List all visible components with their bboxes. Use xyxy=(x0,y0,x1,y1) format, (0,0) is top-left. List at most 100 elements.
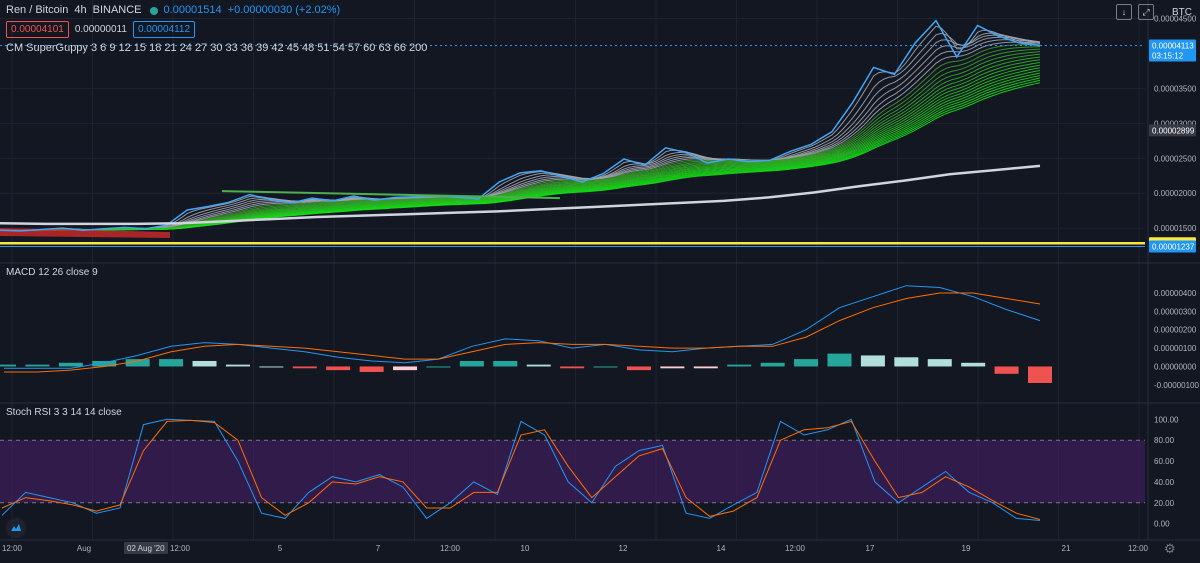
macd-histogram-bar xyxy=(994,366,1019,374)
guppy-ema-line xyxy=(0,72,1041,231)
guppy-ema-line xyxy=(0,64,1041,231)
time-tick-label: 12:00 xyxy=(440,544,461,553)
macd-histogram-bar xyxy=(159,359,184,367)
macd-histogram-bar xyxy=(860,355,885,367)
stoch-tick-label: 100.00 xyxy=(1154,415,1179,424)
macd-histogram-bar xyxy=(727,364,752,367)
stoch-tick-label: 40.00 xyxy=(1154,478,1175,487)
time-tick-label: 5 xyxy=(278,544,283,553)
macd-tick-label: 0.00000100 xyxy=(1154,344,1197,353)
macd-histogram-bar xyxy=(827,353,852,367)
macd-histogram-bar xyxy=(292,366,317,369)
guppy-ema-line xyxy=(0,82,1041,231)
market-status-icon xyxy=(149,6,158,15)
exchange: BINANCE xyxy=(92,4,142,16)
macd-histogram-bar xyxy=(326,366,351,371)
macd-histogram-bar xyxy=(593,366,618,368)
chart-legend: Ren / Bitcoin 4h BINANCE 0.00001514 +0.0… xyxy=(6,4,427,59)
settings-gear-icon[interactable]: ⚙ xyxy=(1164,541,1176,556)
macd-histogram-bar xyxy=(58,362,83,367)
tradingview-logo-icon[interactable] xyxy=(6,518,26,538)
interval[interactable]: 4h xyxy=(74,4,87,16)
macd-tick-label: 0.00000400 xyxy=(1154,289,1197,298)
macd-histogram-bar xyxy=(961,362,986,367)
price-line xyxy=(0,19,1041,232)
stoch-tick-label: 0.00 xyxy=(1154,520,1170,529)
price-tick-label: 0.00003000 xyxy=(1154,119,1197,128)
stoch-d-line xyxy=(1,419,1041,520)
macd-tick-label: -0.00000100 xyxy=(1154,381,1199,390)
maximize-icon[interactable]: ⤢ xyxy=(1138,4,1154,20)
time-tick-label: 12:00 xyxy=(2,544,23,553)
stoch-rsi-indicator-label[interactable]: Stoch RSI 3 3 14 14 close xyxy=(6,407,122,418)
macd-histogram-bar xyxy=(626,366,651,371)
price-label-text: 0.00004113 xyxy=(1152,42,1194,51)
price-label-box xyxy=(1149,49,1196,62)
macd-histogram-bar xyxy=(894,357,919,367)
macd-histogram-bar xyxy=(393,366,418,371)
currency-label[interactable]: BTC xyxy=(1172,6,1192,18)
guppy-ema-line xyxy=(0,39,1041,232)
time-tick-label: 12 xyxy=(619,544,628,553)
time-tick-label: 12:00 xyxy=(1128,544,1149,553)
macd-histogram-bar xyxy=(359,366,384,372)
stoch-tick-label: 20.00 xyxy=(1154,499,1175,508)
macd-histogram-bar xyxy=(426,366,451,368)
top-right-controls: ↓ ⤢ BTC xyxy=(1116,4,1192,20)
symbol-row: Ren / Bitcoin 4h BINANCE 0.00001514 +0.0… xyxy=(6,4,427,17)
macd-signal-line xyxy=(4,292,1041,373)
guppy-ema-line xyxy=(0,34,1041,231)
guppy-indicator-label[interactable]: CM SuperGuppy 3 6 9 12 15 18 21 24 27 30… xyxy=(6,42,428,54)
guppy-ema-line xyxy=(0,79,1041,231)
macd-histogram-bar xyxy=(526,364,551,367)
time-tick-label: 02 Aug '20 xyxy=(127,544,165,553)
down-arrow-icon[interactable]: ↓ xyxy=(1116,4,1132,20)
macd-histogram-bar xyxy=(794,359,819,367)
macd-tick-label: 0.00000000 xyxy=(1154,362,1197,371)
macd-histogram-bar xyxy=(459,360,484,367)
price-label-text: 0.00002899 xyxy=(1152,126,1195,135)
macd-line xyxy=(4,285,1041,369)
guppy-ema-line xyxy=(0,32,1041,232)
last-price: 0.00001514 xyxy=(163,4,222,16)
price-tick-label: 0.00002500 xyxy=(1154,154,1197,163)
macd-histogram-bar xyxy=(25,364,50,367)
guppy-ema-line xyxy=(0,46,1041,231)
guppy-row: CM SuperGuppy 3 6 9 12 15 18 21 24 27 30… xyxy=(6,42,427,55)
macd-histogram-bar xyxy=(660,366,685,369)
stoch-k-line xyxy=(1,418,1041,521)
time-tick-label: 10 xyxy=(521,544,530,553)
macd-tick-label: 0.00000200 xyxy=(1154,326,1197,335)
stoch-tick-label: 60.00 xyxy=(1154,457,1175,466)
sma-200-line xyxy=(0,164,1041,226)
bid-ask-row: 0.00004101 0.00000011 0.00004112 xyxy=(6,21,427,38)
symbol-name[interactable]: Ren / Bitcoin xyxy=(6,4,69,16)
stoch-tick-label: 80.00 xyxy=(1154,436,1175,445)
price-tick-label: 0.00004500 xyxy=(1154,14,1197,23)
time-tick-label: 21 xyxy=(1062,544,1071,553)
macd-indicator-label[interactable]: MACD 12 26 close 9 xyxy=(6,267,98,278)
price-label-box xyxy=(1149,240,1196,253)
macd-histogram-bar xyxy=(0,364,16,367)
price-tick-label: 0.00003500 xyxy=(1154,84,1197,93)
guppy-ema-line xyxy=(0,36,1041,231)
macd-histogram-bar xyxy=(192,360,217,367)
crosshair-date-box xyxy=(124,542,168,554)
price-label-box xyxy=(1149,39,1196,52)
time-tick-label: 7 xyxy=(376,544,381,553)
guppy-red-ribbon xyxy=(0,228,170,238)
guppy-ema-line xyxy=(0,67,1041,231)
price-label-text: 0.00001237 xyxy=(1152,243,1195,252)
macd-histogram-bar xyxy=(693,366,718,369)
time-tick-label: Aug xyxy=(77,544,91,553)
price-tick-label: 0.00001500 xyxy=(1154,224,1197,233)
macd-histogram-bar xyxy=(259,366,284,368)
price-label-box xyxy=(1149,124,1196,137)
price-label-text: 03:15:12 xyxy=(1152,52,1184,61)
macd-histogram-bar xyxy=(560,366,585,369)
sell-button[interactable]: 0.00004101 xyxy=(6,21,69,38)
time-tick-label: 12:00 xyxy=(170,544,191,553)
buy-button[interactable]: 0.00004112 xyxy=(132,21,196,38)
